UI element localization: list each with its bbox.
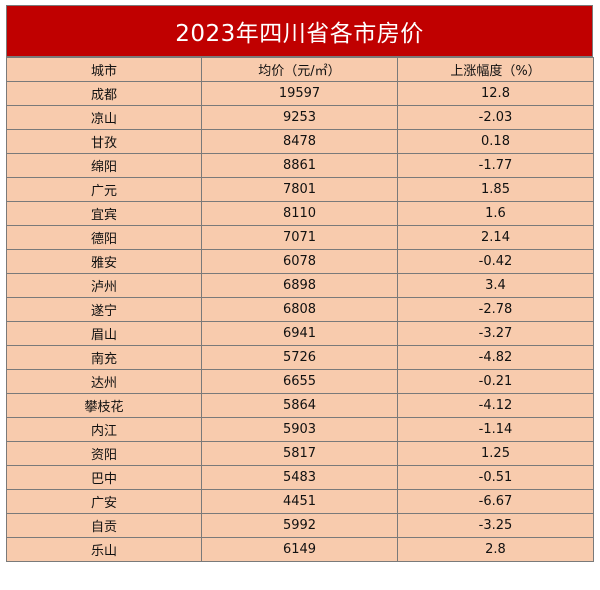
change-cell: -6.67 (397, 489, 594, 514)
city-cell: 凉山 (6, 105, 202, 130)
table-row: 攀枝花 5864 -4.12 (6, 393, 594, 418)
city-cell: 资阳 (6, 441, 202, 466)
city-cell: 攀枝花 (6, 393, 202, 418)
price-table-sheet: 2023年四川省各市房价 城市 均价（元/㎡） 上涨幅度（%） 成都 19597 1… (6, 5, 594, 562)
city-cell: 广安 (6, 489, 202, 514)
city-cell: 乐山 (6, 537, 202, 562)
column-header-change: 上涨幅度（%） (397, 57, 594, 82)
city-cell: 眉山 (6, 321, 202, 346)
change-cell: 0.18 (397, 129, 594, 154)
avg-price-cell: 7801 (201, 177, 398, 202)
avg-price-cell: 5903 (201, 417, 398, 442)
change-cell: -2.78 (397, 297, 594, 322)
city-cell: 内江 (6, 417, 202, 442)
city-cell: 巴中 (6, 465, 202, 490)
change-cell: 12.8 (397, 81, 594, 106)
table-row: 德阳 7071 2.14 (6, 225, 594, 250)
table-row: 自贡 5992 -3.25 (6, 513, 594, 538)
header-row: 城市 均价（元/㎡） 上涨幅度（%） (6, 57, 594, 82)
table-row: 遂宁 6808 -2.78 (6, 297, 594, 322)
city-cell: 广元 (6, 177, 202, 202)
change-cell: 3.4 (397, 273, 594, 298)
change-cell: 2.14 (397, 225, 594, 250)
column-header-city: 城市 (6, 57, 202, 82)
change-cell: 1.85 (397, 177, 594, 202)
avg-price-cell: 6808 (201, 297, 398, 322)
table-row: 广安 4451 -6.67 (6, 489, 594, 514)
city-cell: 成都 (6, 81, 202, 106)
city-cell: 遂宁 (6, 297, 202, 322)
change-cell: -2.03 (397, 105, 594, 130)
change-cell: -3.27 (397, 321, 594, 346)
price-table: 城市 均价（元/㎡） 上涨幅度（%） 成都 19597 12.8 凉山 9253 -2.0… (6, 57, 594, 562)
table-row: 凉山 9253 -2.03 (6, 105, 594, 130)
table-row: 巴中 5483 -0.51 (6, 465, 594, 490)
table-row: 乐山 6149 2.8 (6, 537, 594, 562)
change-cell: 2.8 (397, 537, 594, 562)
avg-price-cell: 6078 (201, 249, 398, 274)
avg-price-cell: 6941 (201, 321, 398, 346)
change-cell: -0.42 (397, 249, 594, 274)
avg-price-cell: 7071 (201, 225, 398, 250)
city-cell: 自贡 (6, 513, 202, 538)
table-row: 宜宾 8110 1.6 (6, 201, 594, 226)
column-header-avg-price: 均价（元/㎡） (201, 57, 398, 82)
avg-price-cell: 4451 (201, 489, 398, 514)
table-row: 资阳 5817 1.25 (6, 441, 594, 466)
table-row: 绵阳 8861 -1.77 (6, 153, 594, 178)
avg-price-cell: 5483 (201, 465, 398, 490)
table-row: 成都 19597 12.8 (6, 81, 594, 106)
table-row: 眉山 6941 -3.27 (6, 321, 594, 346)
table-title: 2023年四川省各市房价 (6, 5, 593, 57)
table-body: 成都 19597 12.8 凉山 9253 -2.03 甘孜 8478 0.18 绵阳 8861 -1… (6, 81, 594, 562)
avg-price-cell: 8110 (201, 201, 398, 226)
city-cell: 绵阳 (6, 153, 202, 178)
avg-price-cell: 19597 (201, 81, 398, 106)
change-cell: -1.77 (397, 153, 594, 178)
table-row: 泸州 6898 3.4 (6, 273, 594, 298)
table-row: 广元 7801 1.85 (6, 177, 594, 202)
avg-price-cell: 5817 (201, 441, 398, 466)
avg-price-cell: 8861 (201, 153, 398, 178)
city-cell: 泸州 (6, 273, 202, 298)
city-cell: 德阳 (6, 225, 202, 250)
change-cell: 1.6 (397, 201, 594, 226)
city-cell: 雅安 (6, 249, 202, 274)
city-cell: 宜宾 (6, 201, 202, 226)
change-cell: -1.14 (397, 417, 594, 442)
avg-price-cell: 6898 (201, 273, 398, 298)
avg-price-cell: 8478 (201, 129, 398, 154)
change-cell: -4.82 (397, 345, 594, 370)
city-cell: 甘孜 (6, 129, 202, 154)
avg-price-cell: 6149 (201, 537, 398, 562)
table-row: 南充 5726 -4.82 (6, 345, 594, 370)
change-cell: -0.21 (397, 369, 594, 394)
table-row: 内江 5903 -1.14 (6, 417, 594, 442)
table-row: 达州 6655 -0.21 (6, 369, 594, 394)
city-cell: 达州 (6, 369, 202, 394)
table-row: 甘孜 8478 0.18 (6, 129, 594, 154)
avg-price-cell: 5726 (201, 345, 398, 370)
avg-price-cell: 6655 (201, 369, 398, 394)
city-cell: 南充 (6, 345, 202, 370)
change-cell: -4.12 (397, 393, 594, 418)
avg-price-cell: 9253 (201, 105, 398, 130)
table-row: 雅安 6078 -0.42 (6, 249, 594, 274)
change-cell: 1.25 (397, 441, 594, 466)
change-cell: -0.51 (397, 465, 594, 490)
avg-price-cell: 5992 (201, 513, 398, 538)
avg-price-cell: 5864 (201, 393, 398, 418)
change-cell: -3.25 (397, 513, 594, 538)
